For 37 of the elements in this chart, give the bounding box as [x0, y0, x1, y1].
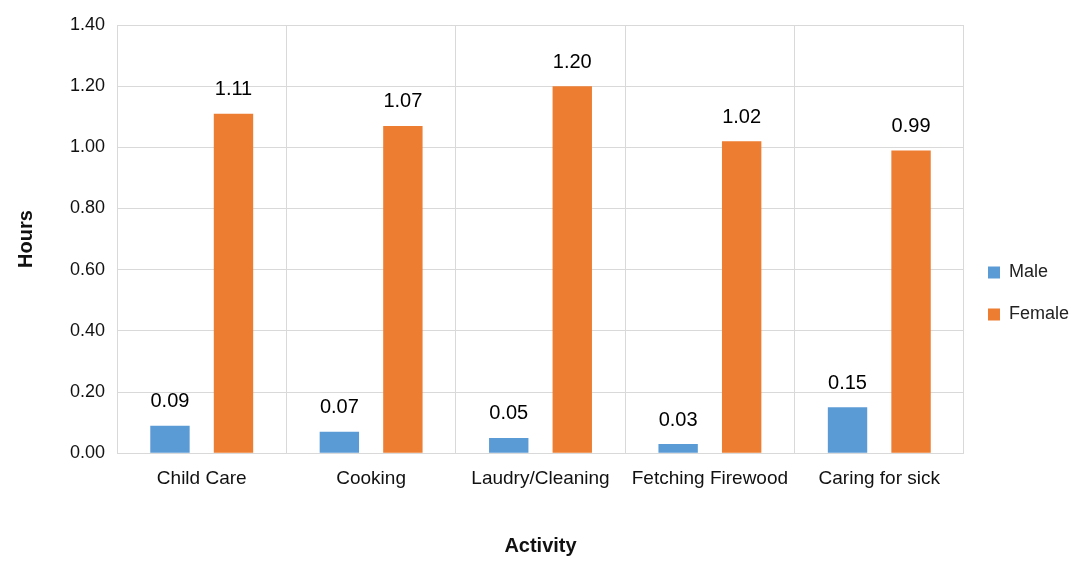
y-tick-label: 1.40: [69, 13, 106, 34]
y-tick-label: 0.80: [69, 197, 106, 218]
data-label: 0.07: [319, 395, 359, 418]
data-label: 0.09: [150, 389, 190, 412]
bar: [489, 437, 529, 453]
data-label: 0.05: [489, 401, 529, 424]
data-label: 1.20: [552, 49, 592, 72]
data-label: 1.11: [214, 77, 253, 100]
legend-label: Female: [1008, 303, 1070, 324]
data-label: 0.03: [658, 407, 698, 430]
y-axis-title: Hours: [13, 210, 36, 268]
y-tick-label: 0.20: [69, 381, 106, 401]
y-tick-label: 0.40: [69, 319, 106, 340]
bar: [658, 444, 698, 453]
x-tick-label: Laudry/Cleaning: [471, 466, 610, 488]
x-tick-label: Cooking: [336, 466, 406, 488]
x-tick-label: Child Care: [156, 466, 247, 488]
bar: [721, 141, 762, 453]
x-tick-label: Fetching Firewood: [631, 466, 789, 488]
bar: [319, 431, 360, 453]
bar: [150, 425, 190, 453]
y-tick-label: 0.60: [69, 258, 106, 279]
data-label: 1.02: [722, 104, 762, 127]
x-axis-title: Activity: [504, 533, 578, 556]
bar: [213, 113, 254, 453]
bar: [891, 150, 931, 453]
legend-label: Male: [1008, 261, 1048, 282]
y-tick-label: 1.00: [69, 136, 106, 157]
x-tick-label: Caring for sick: [818, 466, 941, 488]
data-label: 1.07: [383, 89, 423, 112]
y-tick-label: 0.00: [69, 442, 106, 463]
data-label: 0.15: [828, 370, 867, 393]
y-tick-label: 1.20: [69, 75, 106, 96]
data-label: 0.99: [891, 113, 931, 136]
bar: [552, 86, 592, 453]
bar: [827, 407, 868, 453]
bar: [383, 125, 423, 453]
